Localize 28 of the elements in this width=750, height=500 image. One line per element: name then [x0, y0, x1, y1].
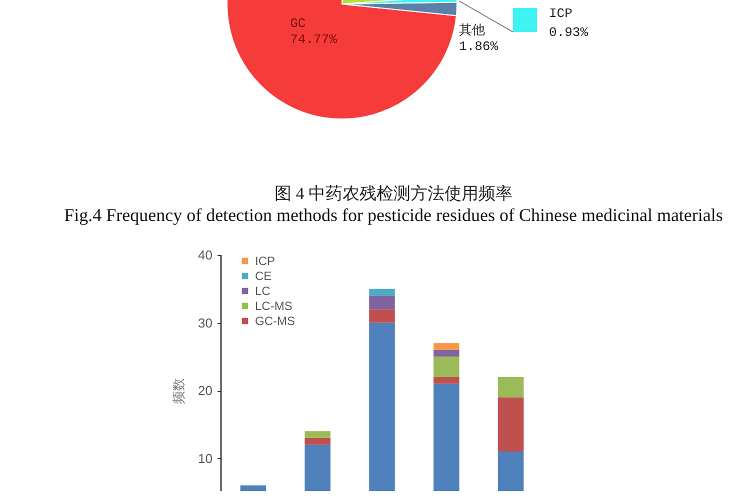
y-tick-label: 40 — [198, 248, 212, 262]
bar — [498, 376, 524, 398]
data-label: 1.86% — [459, 39, 498, 54]
y-tick-label: 10 — [198, 450, 212, 466]
legend-label: LC-MS — [255, 299, 292, 313]
bar — [369, 288, 395, 296]
legend-label: ICP — [255, 254, 276, 268]
bar — [434, 356, 460, 377]
text: 图 4 中药农残检测方法使用频率 — [274, 184, 512, 203]
bar — [434, 350, 460, 357]
bar — [304, 438, 330, 445]
bar — [434, 343, 460, 350]
bar — [369, 296, 395, 310]
y-tick-label: 30 — [198, 315, 212, 330]
legend-label: CE — [255, 269, 272, 283]
y-axis-title: 频数 — [171, 378, 186, 404]
bar — [369, 309, 395, 323]
y-tick-label: 20 — [198, 383, 212, 398]
slice-label: 其他 — [459, 23, 485, 38]
legend-label: GC-MS — [255, 314, 295, 328]
text: Fig.4 Frequency of detection methods for pesticide residues of Chinese medicinal materials — [64, 205, 723, 225]
bar — [434, 376, 460, 384]
legend-label: ICP — [549, 6, 573, 21]
data-label: 0.93% — [549, 25, 588, 40]
slice-label: GC — [290, 16, 306, 31]
bar — [304, 431, 330, 438]
legend-label: LC — [255, 284, 271, 298]
data-label: 74.77% — [290, 32, 338, 47]
